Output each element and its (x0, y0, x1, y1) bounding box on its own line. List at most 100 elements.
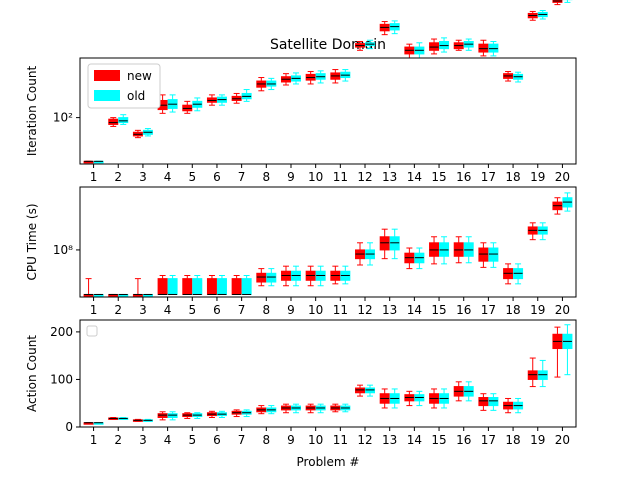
x-tick-label-2-14: 14 (407, 303, 422, 317)
x-tick-label-2-1: 1 (90, 303, 98, 317)
x-tick-label-3-9: 9 (287, 433, 295, 447)
x-tick-label-1-18: 18 (505, 170, 520, 184)
y-tick-label-3-1: 100 (50, 372, 73, 386)
x-tick-label-1-1: 1 (90, 170, 98, 184)
x-tick-label-1-13: 13 (382, 170, 397, 184)
x-tick-label-3-6: 6 (213, 433, 221, 447)
x-tick-label-1-20: 20 (555, 170, 570, 184)
plot-frame-3 (79, 319, 577, 428)
x-tick-label-1-19: 19 (530, 170, 545, 184)
panel-1: 1 2 3 4 5 6 7 8 9 10 11 12 13 14 15 16 17 18 19 2010²Iterat… (25, 0, 577, 184)
x-tick-label-2-9: 9 (287, 303, 295, 317)
x-tick-label-2-8: 8 (262, 303, 270, 317)
box-new-6 (206, 278, 217, 295)
box-old-7 (241, 278, 252, 295)
x-tick-label-1-12: 12 (357, 170, 372, 184)
y-tick-label-3-2: 200 (50, 325, 73, 339)
x-tick-label-1-5: 5 (188, 170, 196, 184)
x-tick-label-2-18: 18 (505, 303, 520, 317)
plot-frame-1 (79, 57, 577, 165)
x-tick-label-2-20: 20 (555, 303, 570, 317)
x-tick-label-1-17: 17 (481, 170, 496, 184)
x-tick-label-2-11: 11 (333, 303, 348, 317)
box-old-8 (266, 272, 277, 283)
x-tick-label-3-3: 3 (139, 433, 147, 447)
box-old-17 (488, 43, 499, 53)
y-axis-label-2: CPU Time (s) (25, 203, 39, 280)
x-tick-label-1-10: 10 (308, 170, 323, 184)
x-tick-label-2-3: 3 (139, 303, 147, 317)
box-new-17 (478, 397, 489, 407)
x-tick-label-3-16: 16 (456, 433, 471, 447)
box-new-2 (108, 118, 119, 125)
x-tick-label-3-20: 20 (555, 433, 570, 447)
box-old-15 (439, 40, 450, 50)
x-tick-label-2-12: 12 (357, 303, 372, 317)
box-old-17 (488, 247, 499, 262)
x-tick-label-3-17: 17 (481, 433, 496, 447)
x-tick-label-3-7: 7 (238, 433, 246, 447)
box-new-13 (379, 236, 390, 251)
x-tick-label-1-8: 8 (262, 170, 270, 184)
box-new-17 (478, 247, 489, 262)
box-new-15 (429, 42, 440, 51)
box-new-5 (182, 278, 193, 295)
x-tick-label-1-9: 9 (287, 170, 295, 184)
x-tick-label-3-1: 1 (90, 433, 98, 447)
x-tick-label-2-2: 2 (114, 303, 122, 317)
x-tick-label-3-4: 4 (164, 433, 172, 447)
plot-frame-2 (79, 186, 577, 298)
x-tick-label-2-13: 13 (382, 303, 397, 317)
y-axis-label-3: Action Count (25, 335, 39, 412)
x-tick-label-3-8: 8 (262, 433, 270, 447)
x-tick-label-3-15: 15 (431, 433, 446, 447)
y-tick-label-2-0: 10⁸ (53, 243, 73, 257)
x-tick-label-3-2: 2 (114, 433, 122, 447)
x-tick-label-3-11: 11 (333, 433, 348, 447)
x-tick-label-2-16: 16 (456, 303, 471, 317)
box-new-8 (256, 272, 267, 283)
box-old-6 (216, 278, 227, 295)
x-tick-label-1-15: 15 (431, 170, 446, 184)
box-old-4 (167, 278, 178, 295)
x-tick-label-1-6: 6 (213, 170, 221, 184)
box-old-13 (389, 236, 400, 251)
x-tick-label-2-7: 7 (238, 303, 246, 317)
x-tick-label-2-5: 5 (188, 303, 196, 317)
y-tick-label-1-0: 10² (53, 111, 73, 125)
x-tick-label-2-19: 19 (530, 303, 545, 317)
legend-swatch-old (94, 90, 120, 101)
x-tick-label-2-17: 17 (481, 303, 496, 317)
x-tick-label-2-6: 6 (213, 303, 221, 317)
box-new-7 (231, 278, 242, 295)
x-tick-label-1-14: 14 (407, 170, 422, 184)
x-tick-label-3-12: 12 (357, 433, 372, 447)
box-old-2 (118, 117, 129, 124)
x-tick-label-3-14: 14 (407, 433, 422, 447)
y-tick-label-3-0: 0 (65, 420, 73, 434)
x-tick-label-1-7: 7 (238, 170, 246, 184)
x-tick-label-1-4: 4 (164, 170, 172, 184)
x-tick-label-1-2: 2 (114, 170, 122, 184)
box-old-17 (488, 397, 499, 407)
x-tick-label-3-13: 13 (382, 433, 397, 447)
x-axis-label: Problem # (297, 455, 360, 469)
legend: new old (86, 63, 161, 337)
y-axis-label-1: Iteration Count (25, 66, 39, 157)
box-old-5 (192, 278, 203, 295)
x-tick-label-1-11: 11 (333, 170, 348, 184)
x-tick-label-3-10: 10 (308, 433, 323, 447)
panel-3: 1 2 3 4 5 6 7 8 9 10 11 12 13 14 15 16 17 18 19 200100200Ac… (25, 319, 577, 447)
x-tick-label-2-10: 10 (308, 303, 323, 317)
x-tick-label-3-19: 19 (530, 433, 545, 447)
legend-label-new: new (127, 69, 152, 83)
legend-swatch-new (94, 70, 120, 81)
x-tick-label-1-3: 3 (139, 170, 147, 184)
empty-legend-box (86, 325, 98, 337)
x-tick-label-3-18: 18 (505, 433, 520, 447)
box-new-4 (157, 278, 168, 295)
x-tick-label-2-4: 4 (164, 303, 172, 317)
x-tick-label-2-15: 15 (431, 303, 446, 317)
